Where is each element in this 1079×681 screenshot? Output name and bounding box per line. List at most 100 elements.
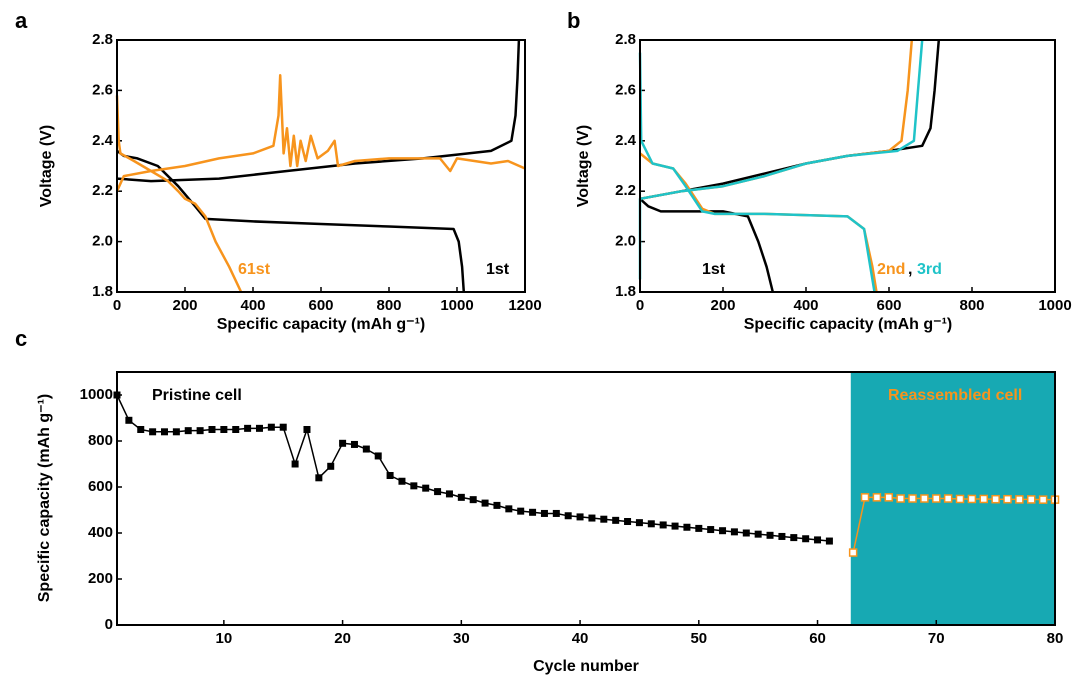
data-point: [410, 482, 418, 490]
data-point: [932, 494, 941, 503]
x-tick-label: 50: [690, 630, 707, 647]
data-point: [1015, 495, 1024, 504]
data-point: [825, 537, 833, 545]
data-point: [719, 527, 727, 535]
series-label: 2nd: [877, 261, 905, 278]
data-point: [967, 494, 977, 504]
y-tick-label: 2.2: [92, 182, 113, 199]
data-point: [517, 507, 525, 515]
y-axis-title: Voltage (V): [38, 125, 55, 207]
y-tick-label: 2.6: [615, 81, 636, 98]
y-tick-label: 1000: [80, 386, 113, 403]
data-point: [943, 494, 953, 503]
x-tick-label: 1000: [440, 297, 473, 314]
data-point: [908, 494, 917, 503]
data-point: [398, 477, 406, 485]
data-point: [529, 508, 537, 516]
series-label-separator: ,: [908, 261, 912, 278]
data-point: [386, 472, 394, 479]
y-tick-label: 1.8: [92, 283, 113, 300]
series-label: 3rd: [917, 261, 942, 278]
data-point: [244, 424, 252, 432]
y-tick-label: 2.2: [615, 182, 636, 199]
data-point: [576, 513, 584, 521]
x-axis-title: Specific capacity (mAh g⁻¹): [217, 316, 426, 333]
series-line: [116, 394, 830, 542]
data-point: [766, 531, 774, 539]
data-point: [220, 426, 228, 433]
data-point: [172, 428, 180, 436]
series-line: [638, 39, 924, 293]
plot-frame: [116, 371, 1056, 626]
y-tick-label: 1.8: [615, 283, 636, 300]
data-point: [505, 505, 513, 513]
data-point: [422, 484, 430, 492]
x-tick-label: 0: [636, 297, 644, 314]
y-axis-title: Voltage (V): [575, 125, 592, 207]
data-point: [279, 423, 287, 431]
data-point: [255, 424, 263, 432]
y-tick-label: 600: [88, 478, 113, 495]
x-tick-label: 0: [113, 297, 121, 314]
data-point: [445, 490, 453, 498]
data-point: [350, 440, 358, 448]
data-point: [540, 509, 548, 517]
data-point: [1027, 495, 1036, 504]
data-point: [848, 548, 858, 557]
x-axis-title: Cycle number: [533, 658, 639, 675]
data-point: [742, 529, 750, 537]
x-tick-label: 1000: [1038, 297, 1071, 314]
data-point: [137, 426, 145, 433]
x-tick-label: 800: [376, 297, 401, 314]
data-point: [493, 501, 501, 509]
data-point: [434, 488, 442, 496]
data-point: [955, 494, 965, 504]
data-point: [884, 493, 894, 502]
y-tick-label: 2.4: [615, 132, 637, 149]
x-tick-label: 800: [959, 297, 984, 314]
panel-label: a: [15, 8, 28, 33]
data-point: [683, 523, 691, 531]
data-point: [196, 427, 204, 435]
data-point: [327, 462, 335, 470]
y-tick-label: 2.8: [92, 31, 113, 48]
series-line: [115, 74, 526, 293]
data-point: [920, 494, 929, 503]
data-point: [552, 509, 560, 517]
y-tick-label: 200: [88, 570, 113, 587]
x-tick-label: 200: [710, 297, 735, 314]
data-point: [896, 494, 905, 503]
data-point: [979, 494, 989, 504]
data-point: [291, 460, 299, 468]
y-tick-label: 2.6: [92, 81, 113, 98]
data-point: [1003, 494, 1012, 504]
data-point: [362, 445, 370, 453]
x-tick-label: 10: [216, 630, 233, 647]
data-point: [730, 528, 738, 536]
y-tick-label: 2.0: [92, 233, 113, 250]
data-point: [659, 521, 667, 529]
x-tick-label: 600: [308, 297, 333, 314]
x-axis-title: Specific capacity (mAh g⁻¹): [744, 316, 953, 333]
x-tick-label: 30: [453, 630, 470, 647]
x-tick-label: 80: [1047, 630, 1064, 647]
x-tick-label: 600: [876, 297, 901, 314]
data-point: [612, 516, 620, 524]
data-point: [1038, 495, 1048, 504]
data-point: [457, 493, 465, 501]
data-point: [707, 526, 715, 534]
series-line: [639, 39, 914, 293]
data-point: [635, 519, 643, 527]
data-point: [872, 493, 882, 502]
data-point: [564, 512, 572, 520]
y-tick-label: 800: [88, 432, 113, 449]
data-point: [303, 426, 311, 433]
data-point: [469, 496, 477, 504]
data-point: [790, 534, 798, 542]
data-point: [588, 514, 596, 522]
data-point: [267, 423, 275, 431]
data-point: [754, 530, 762, 538]
series-label: 1st: [702, 261, 726, 278]
data-point: [671, 522, 679, 530]
